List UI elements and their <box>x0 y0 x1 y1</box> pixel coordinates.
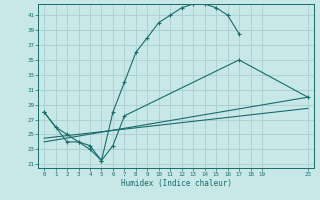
X-axis label: Humidex (Indice chaleur): Humidex (Indice chaleur) <box>121 179 231 188</box>
